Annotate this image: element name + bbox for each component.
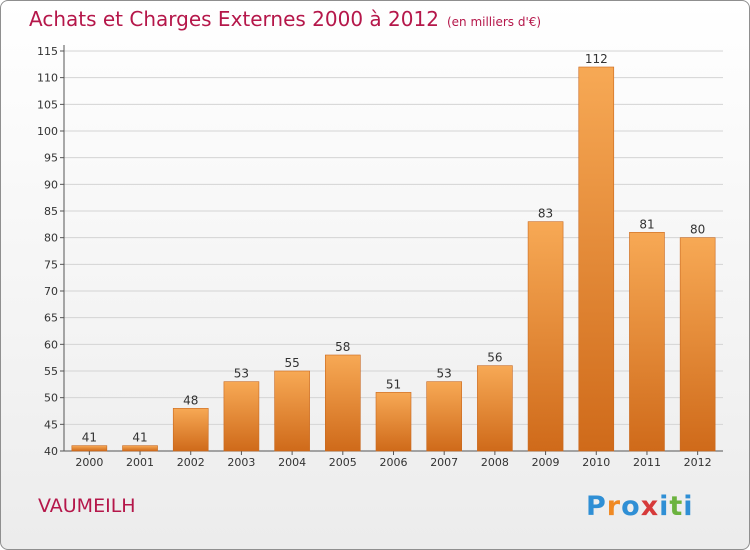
bars <box>71 66 716 452</box>
y-tick-label: 75 <box>44 258 58 271</box>
bar <box>274 370 310 452</box>
bar-value-label: 55 <box>284 356 299 370</box>
bar-value-label: 53 <box>234 367 249 381</box>
x-tick-label: 2012 <box>684 456 712 469</box>
bar <box>426 381 462 452</box>
x-tick-label: 2009 <box>532 456 560 469</box>
y-tick-label: 80 <box>44 232 58 245</box>
logo-letter: P <box>586 491 607 522</box>
bar-value-label: 83 <box>538 207 553 221</box>
bar <box>629 232 665 452</box>
proxiti-logo: Proxiti <box>586 491 694 522</box>
bar-value-label: 81 <box>639 217 654 231</box>
y-tick-label: 40 <box>44 445 58 458</box>
logo-letter: o <box>621 491 641 522</box>
x-tick-label: 2006 <box>380 456 408 469</box>
logo-letter: i <box>683 491 694 522</box>
bar <box>122 445 158 452</box>
bar-value-label: 41 <box>132 431 147 445</box>
y-tick-label: 105 <box>37 98 58 111</box>
y-tick-label: 95 <box>44 152 58 165</box>
logo-letter: x <box>640 491 660 522</box>
bar <box>578 66 615 452</box>
data-labels: 41 2000 41 2001 48 2002 53 2003 55 2004 58 2005 51 20… <box>75 52 711 469</box>
bar <box>375 392 412 452</box>
bar-value-label: 51 <box>386 377 401 391</box>
bar <box>527 221 564 452</box>
bar <box>223 381 260 452</box>
x-tick-label: 2002 <box>177 456 205 469</box>
logo-letter: t <box>669 491 684 522</box>
x-tick-label: 2010 <box>582 456 610 469</box>
bar-value-label: 48 <box>183 393 198 407</box>
chart-title: Achats et Charges Externes 2000 à 2012 (e… <box>29 7 541 31</box>
bar-value-label: 80 <box>690 223 705 237</box>
x-tick-label: 2011 <box>633 456 661 469</box>
bar <box>679 237 716 452</box>
bar-value-label: 58 <box>335 340 350 354</box>
y-tick-label: 85 <box>44 205 58 218</box>
bar-value-label: 41 <box>82 431 97 445</box>
y-tick-label: 90 <box>44 178 58 191</box>
bar <box>172 408 209 452</box>
x-tick-label: 2003 <box>227 456 255 469</box>
logo-letter: i <box>659 491 670 522</box>
x-tick-label: 2007 <box>430 456 458 469</box>
bar <box>325 354 361 452</box>
bar <box>477 365 513 452</box>
x-tick-label: 2004 <box>278 456 306 469</box>
x-tick-label: 2005 <box>329 456 357 469</box>
bar-value-label: 53 <box>437 367 452 381</box>
y-tick-label: 50 <box>44 392 58 405</box>
bar-value-label: 56 <box>487 351 502 365</box>
bar-value-label: 112 <box>585 52 608 66</box>
y-tick-label: 100 <box>37 125 58 138</box>
y-tick-label: 55 <box>44 365 58 378</box>
x-tick-label: 2008 <box>481 456 509 469</box>
logo-letter: r <box>606 491 622 522</box>
y-tick-label: 45 <box>44 418 58 431</box>
chart-title-text: Achats et Charges Externes 2000 à 2012 <box>29 7 439 31</box>
bar <box>71 445 108 452</box>
place-name: VAUMEILH <box>38 495 136 517</box>
chart-subtitle: (en milliers d'€) <box>446 15 542 29</box>
y-tick-label: 60 <box>44 338 58 351</box>
y-tick-label: 115 <box>37 45 58 58</box>
y-tick-label: 65 <box>44 312 58 325</box>
x-tick-label: 2001 <box>126 456 154 469</box>
y-tick-label: 110 <box>37 72 58 85</box>
y-tick-label: 70 <box>44 285 58 298</box>
x-tick-label: 2000 <box>75 456 103 469</box>
